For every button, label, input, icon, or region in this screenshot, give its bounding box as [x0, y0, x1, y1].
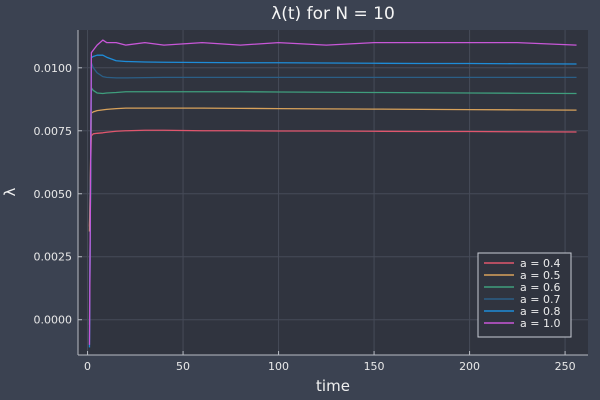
y-tick-label: 0.0050 [34, 188, 73, 201]
x-tick-label: 150 [364, 360, 385, 373]
legend: a = 0.4a = 0.5a = 0.6a = 0.7a = 0.8a = 1… [477, 252, 572, 338]
series-line [88, 62, 577, 340]
x-tick-label: 200 [459, 360, 480, 373]
axes [77, 30, 588, 356]
series-line [88, 39, 577, 345]
legend-label: a = 0.5 [520, 269, 560, 282]
x-tick-label: 50 [176, 360, 190, 373]
series-line [88, 107, 577, 232]
legend-label: a = 0.4 [520, 257, 560, 270]
legend-label: a = 0.7 [520, 293, 560, 306]
series-lines [88, 39, 577, 348]
y-tick-label: 0.0075 [34, 125, 73, 138]
x-tick-label: 100 [268, 360, 289, 373]
x-axis-title: time [316, 377, 350, 395]
legend-label: a = 0.6 [520, 281, 560, 294]
y-tick-label: 0.0100 [34, 62, 73, 75]
x-tick-label: 0 [84, 360, 91, 373]
y-tick-label: 0.0025 [34, 251, 73, 264]
x-ticks: 0 50 100 150 200 250 [84, 351, 576, 373]
y-axis-title: λ [1, 187, 19, 196]
y-ticks: 0.0000 0.0025 0.0050 0.0075 0.0100 [34, 62, 82, 327]
legend-label: a = 1.0 [520, 317, 560, 330]
series-line [88, 87, 577, 325]
x-tick-label: 250 [555, 360, 576, 373]
series-line [88, 54, 577, 348]
series-line [88, 129, 577, 227]
y-tick-label: 0.0000 [34, 314, 73, 327]
chart-title: λ(t) for N = 10 [271, 4, 395, 24]
legend-label: a = 0.8 [520, 305, 560, 318]
